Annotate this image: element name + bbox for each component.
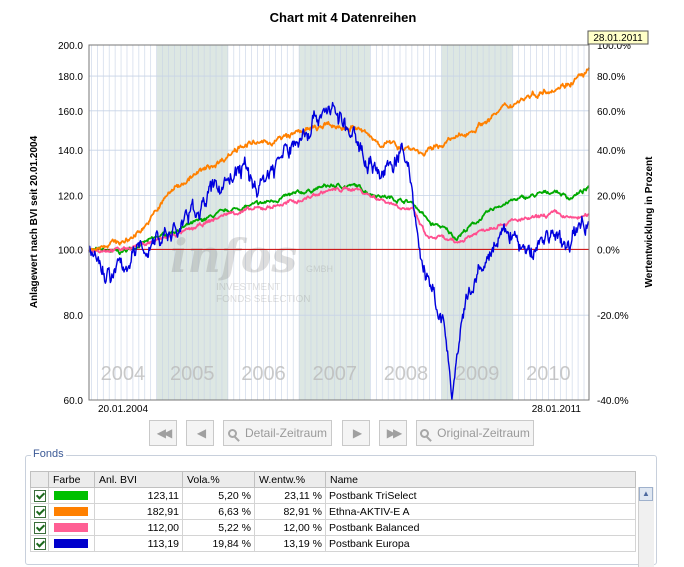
year-label-2006: 2006 bbox=[241, 363, 286, 385]
cell-bvi: 182,91 bbox=[94, 503, 183, 520]
right-tick-label: 40.0% bbox=[597, 146, 625, 157]
first-button[interactable]: ◀◀ bbox=[149, 420, 177, 446]
row-checkbox[interactable] bbox=[34, 521, 46, 534]
cell-name: Postbank Balanced bbox=[325, 519, 636, 536]
date-marker-box bbox=[587, 30, 649, 45]
watermark-brand: infos bbox=[170, 229, 297, 283]
header-check[interactable] bbox=[30, 471, 49, 488]
left-tick-label: 200.0 bbox=[58, 41, 83, 52]
double-left-icon: ◀◀ bbox=[156, 426, 173, 440]
right-tick-label: -20.0% bbox=[597, 311, 629, 322]
color-swatch bbox=[54, 523, 88, 532]
cell-bvi: 112,00 bbox=[94, 519, 183, 536]
right-tick-label: 80.0% bbox=[597, 72, 625, 83]
watermark-gmbh: GMBH bbox=[306, 264, 333, 274]
row-checkbox[interactable] bbox=[34, 505, 46, 518]
color-swatch bbox=[54, 491, 88, 500]
fonds-panel: Fonds Farbe Anl. BVI Vola.% W.entw.% Nam… bbox=[25, 448, 657, 567]
left-tick-label: 160.0 bbox=[58, 107, 83, 118]
cell-vola: 6,63 % bbox=[182, 503, 255, 520]
prev-button[interactable]: ◀ bbox=[186, 420, 214, 446]
cell-name: Postbank TriSelect bbox=[325, 487, 636, 504]
chart-title: Chart mit 4 Datenreihen bbox=[270, 10, 417, 25]
year-label-2009: 2009 bbox=[455, 363, 500, 385]
series-line-1 bbox=[88, 67, 590, 252]
row-checkbox[interactable] bbox=[34, 489, 46, 502]
cell-wentw: 23,11 % bbox=[254, 487, 326, 504]
left-axis-label: Anlagewert nach BVI seit 20.01.2004 bbox=[29, 135, 40, 308]
year-label-2004: 2004 bbox=[101, 363, 146, 385]
detail-zeitraum-label: Detail-Zeitraum bbox=[244, 426, 328, 440]
line-chart: Chart mit 4 Datenreihen 2004 2005 2006 2007… bbox=[29, 10, 655, 415]
row-checkbox[interactable] bbox=[34, 537, 46, 550]
table-row[interactable]: 182,91 6,63 % 82,91 % Ethna-AKTIV-E A bbox=[30, 503, 636, 520]
right-tick-label: 60.0% bbox=[597, 107, 625, 118]
series-line-3 bbox=[88, 101, 590, 401]
year-label-2010: 2010 bbox=[526, 363, 571, 385]
cell-vola: 19,84 % bbox=[182, 535, 255, 552]
double-right-icon: ▶▶ bbox=[386, 426, 403, 440]
original-zeitraum-label: Original-Zeitraum bbox=[437, 426, 530, 440]
fonds-legend: Fonds bbox=[31, 448, 66, 460]
table-row[interactable]: 113,19 19,84 % 13,19 % Postbank Europa bbox=[30, 535, 636, 552]
cell-bvi: 123,11 bbox=[94, 487, 183, 504]
vertical-gridlines bbox=[91, 45, 585, 400]
cell-vola: 5,22 % bbox=[182, 519, 255, 536]
right-tick-labels: 100.0% 80.0% 60.0% 40.0% 20.0% 0.0% -20.0% -40.… bbox=[597, 41, 631, 407]
right-tick-label: 100.0% bbox=[597, 41, 631, 52]
original-zeitraum-button[interactable]: Original-Zeitraum bbox=[416, 420, 534, 446]
right-tick-label: -40.0% bbox=[597, 396, 629, 407]
left-tick-label: 60.0 bbox=[64, 396, 84, 407]
left-tick-labels: 200.0 180.0 160.0 140.0 120.0 100.0 80.0 60.0 bbox=[58, 41, 83, 407]
header-bvi[interactable]: Anl. BVI bbox=[94, 471, 183, 488]
year-label-2008: 2008 bbox=[384, 363, 429, 385]
color-swatch bbox=[54, 507, 88, 516]
table-header-row: Farbe Anl. BVI Vola.% W.entw.% Name bbox=[30, 471, 636, 488]
fonds-table: Farbe Anl. BVI Vola.% W.entw.% Name 123,… bbox=[30, 471, 636, 552]
left-arrow-icon: ◀ bbox=[196, 426, 206, 440]
table-scrollbar[interactable]: ▲ bbox=[638, 487, 654, 567]
last-button[interactable]: ▶▶ bbox=[379, 420, 407, 446]
x-end-label: 28.01.2011 bbox=[532, 404, 582, 415]
scroll-up-icon[interactable]: ▲ bbox=[639, 487, 653, 501]
watermark-investment: INVESTMENT bbox=[216, 282, 280, 293]
cell-wentw: 82,91 % bbox=[254, 503, 326, 520]
header-farbe[interactable]: Farbe bbox=[48, 471, 95, 488]
left-tick-label: 80.0 bbox=[64, 311, 84, 322]
cell-bvi: 113,19 bbox=[94, 535, 183, 552]
x-start-label: 20.01.2004 bbox=[98, 404, 148, 415]
left-tick-label: 180.0 bbox=[58, 72, 83, 83]
left-tick-label: 120.0 bbox=[58, 192, 83, 203]
header-vola[interactable]: Vola.% bbox=[182, 471, 255, 488]
series-lines bbox=[88, 67, 590, 401]
date-marker-text: 28.01.2011 bbox=[593, 33, 643, 44]
color-swatch bbox=[54, 539, 88, 548]
header-name[interactable]: Name bbox=[325, 471, 636, 488]
cell-wentw: 13,19 % bbox=[254, 535, 326, 552]
cell-wentw: 12,00 % bbox=[254, 519, 326, 536]
left-tick-label: 140.0 bbox=[58, 146, 83, 157]
next-button[interactable]: ▶ bbox=[342, 420, 370, 446]
left-tick-label: 100.0 bbox=[58, 245, 83, 256]
watermark-logo: infos GMBH INVESTMENT FONDS SELECTION bbox=[170, 229, 333, 305]
year-label-2005: 2005 bbox=[170, 363, 215, 385]
right-axis-label: Wertentwicklung in Prozent bbox=[644, 156, 655, 288]
detail-zeitraum-button[interactable]: Detail-Zeitraum bbox=[223, 420, 332, 446]
plot-border bbox=[88, 44, 590, 401]
right-tick-label: 0.0% bbox=[597, 245, 620, 256]
year-labels: 2004 2005 2006 2007 2008 2009 2010 bbox=[101, 363, 571, 385]
watermark-fonds-selection: FONDS SELECTION bbox=[216, 294, 310, 305]
year-label-2007: 2007 bbox=[312, 363, 357, 385]
magnifier-icon bbox=[227, 428, 237, 438]
table-row[interactable]: 123,11 5,20 % 23,11 % Postbank TriSelect bbox=[30, 487, 636, 504]
cell-name: Ethna-AKTIV-E A bbox=[325, 503, 636, 520]
cell-name: Postbank Europa bbox=[325, 535, 636, 552]
right-arrow-icon: ▶ bbox=[352, 426, 362, 440]
cell-vola: 5,20 % bbox=[182, 487, 255, 504]
magnifier-icon bbox=[420, 428, 430, 438]
right-tick-label: 20.0% bbox=[597, 192, 625, 203]
table-row[interactable]: 112,00 5,22 % 12,00 % Postbank Balanced bbox=[30, 519, 636, 536]
header-wentw[interactable]: W.entw.% bbox=[254, 471, 326, 488]
